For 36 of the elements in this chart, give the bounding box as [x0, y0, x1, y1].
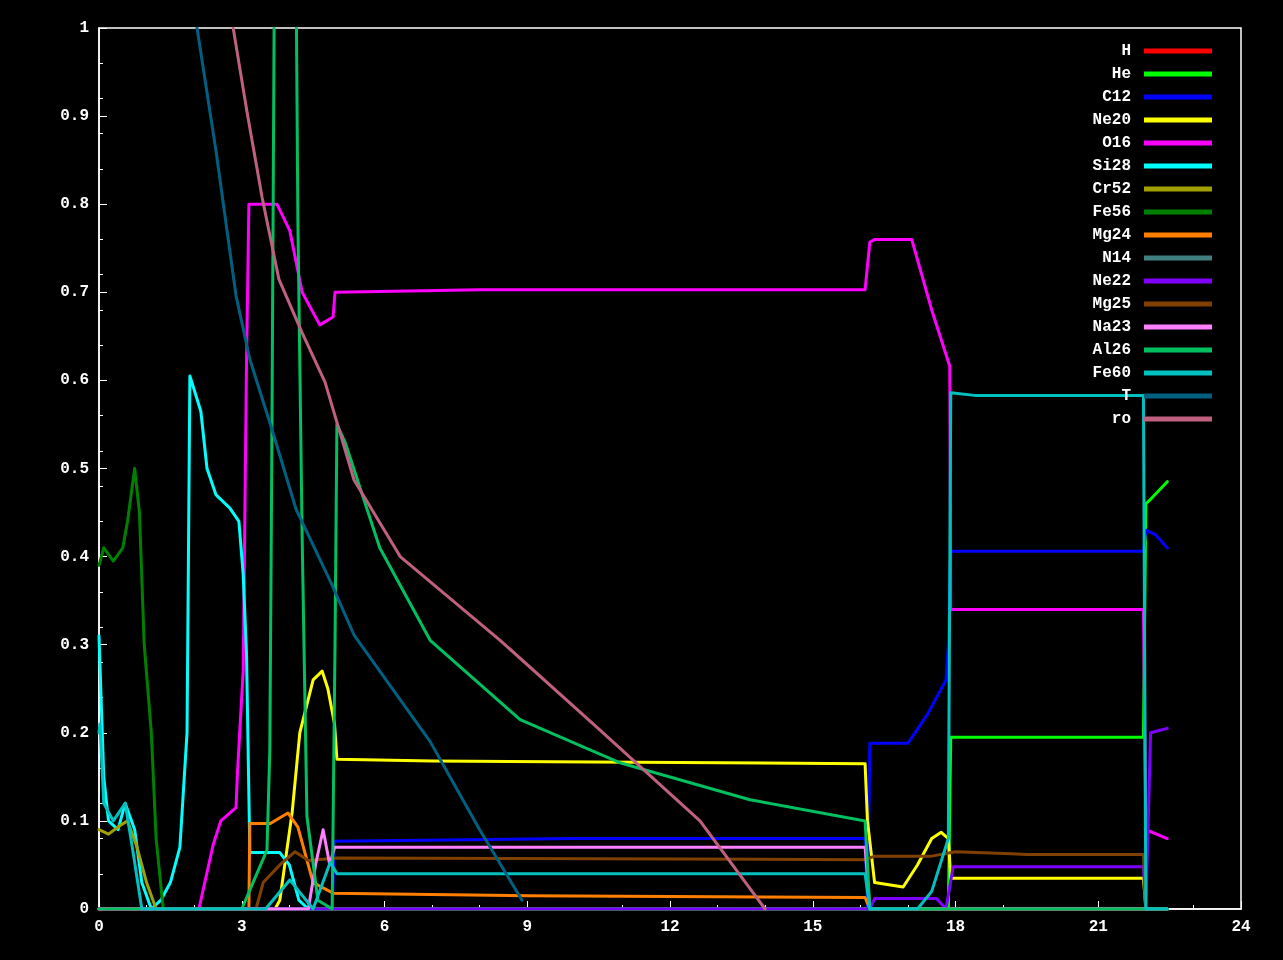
legend-label: Ne20	[1092, 111, 1131, 129]
legend-label: Mg25	[1092, 295, 1131, 313]
y-tick-label: 1	[79, 19, 89, 37]
legend-label: Fe60	[1092, 364, 1131, 382]
x-tick-label: 9	[522, 918, 533, 936]
legend-label: Ne22	[1092, 272, 1131, 290]
legend-label: Mg24	[1092, 226, 1132, 244]
y-tick-label: 0.9	[60, 107, 89, 126]
x-tick-label: 3	[236, 918, 247, 936]
x-tick-label: 0	[94, 918, 104, 936]
y-tick-label: 0.6	[60, 371, 89, 390]
legend-label: O16	[1102, 134, 1131, 152]
y-tick-label: 0.5	[60, 459, 89, 478]
y-tick-label: 0.4	[60, 547, 90, 566]
legend-label: Fe56	[1092, 203, 1131, 221]
x-tick-label: 12	[660, 918, 680, 936]
legend-label: C12	[1102, 88, 1131, 106]
x-tick-label: 24	[1231, 918, 1251, 936]
legend-label: Al26	[1092, 341, 1131, 359]
y-tick-label: 0.2	[60, 723, 89, 742]
legend-label: Na23	[1092, 318, 1131, 336]
legend-label: Cr52	[1092, 180, 1131, 198]
legend-label: He	[1111, 65, 1131, 83]
legend-label: H	[1121, 42, 1131, 60]
y-tick-label: 0.8	[60, 195, 89, 214]
y-tick-label: 0.3	[60, 635, 89, 654]
x-tick-label: 15	[803, 918, 823, 936]
y-tick-label: 0.1	[60, 811, 89, 830]
x-tick-label: 21	[1088, 918, 1108, 936]
y-tick-label: 0	[79, 900, 89, 918]
x-tick-label: 18	[945, 918, 966, 936]
legend-label: Si28	[1092, 157, 1131, 175]
legend-label: ro	[1111, 410, 1131, 428]
y-tick-label: 0.7	[60, 283, 89, 302]
x-tick-label: 6	[379, 918, 390, 936]
legend-label: N14	[1102, 249, 1132, 267]
